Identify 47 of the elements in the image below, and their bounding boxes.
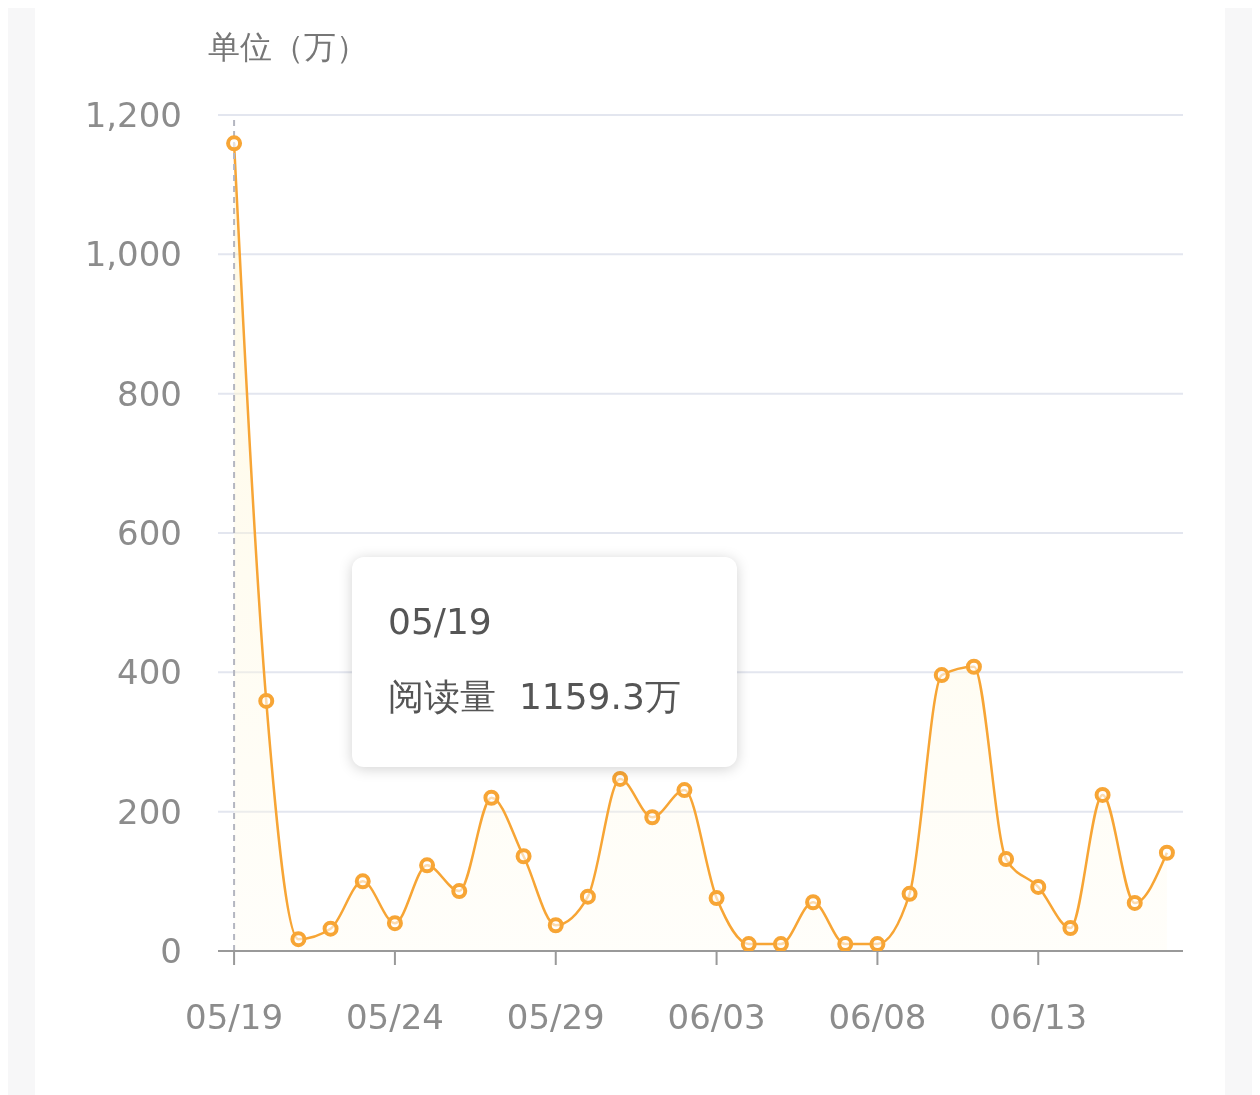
point	[547, 917, 564, 934]
point	[1126, 894, 1143, 911]
point	[226, 135, 243, 152]
point	[901, 885, 918, 902]
point	[322, 920, 339, 937]
point	[483, 789, 500, 806]
x-tick-label: 06/08	[828, 997, 927, 1038]
point	[837, 936, 854, 951]
point	[772, 936, 789, 951]
y-tick-label: 400	[117, 652, 182, 693]
point	[998, 851, 1015, 868]
point	[290, 931, 307, 948]
point	[869, 936, 886, 951]
y-tick-label: 1,000	[84, 234, 182, 275]
point	[258, 692, 275, 709]
point	[1030, 878, 1047, 895]
point	[740, 936, 757, 951]
point	[933, 667, 950, 684]
point	[644, 809, 661, 826]
point	[515, 848, 532, 865]
point	[676, 782, 693, 799]
y-tick-label: 200	[117, 791, 182, 832]
tooltip-box: 05/19 阅读量 1159.3万	[352, 557, 737, 767]
y-axis-title: 单位（万）	[208, 27, 368, 68]
x-tick-label: 05/29	[506, 997, 605, 1038]
annotation: 05/19	[388, 601, 493, 644]
y-tick-label: 1,200	[84, 95, 182, 136]
point	[451, 883, 468, 900]
point	[1158, 844, 1175, 861]
y-tick-label: 800	[117, 373, 182, 414]
x-tick-label: 06/13	[989, 997, 1088, 1038]
point	[419, 857, 436, 874]
point	[612, 770, 629, 787]
y-tick-label: 600	[117, 513, 182, 554]
x-tick-label: 06/03	[667, 997, 766, 1038]
y-tick-label: 0	[160, 931, 182, 972]
point	[805, 894, 822, 911]
point	[579, 888, 596, 905]
point	[1094, 786, 1111, 803]
point	[386, 915, 403, 932]
point	[708, 890, 725, 907]
annotation: 阅读量 1159.3万	[388, 675, 682, 719]
x-tick-label: 05/19	[185, 997, 284, 1038]
x-tick-label: 05/24	[345, 997, 444, 1038]
point	[1062, 920, 1079, 937]
point	[965, 658, 982, 675]
point	[354, 873, 371, 890]
